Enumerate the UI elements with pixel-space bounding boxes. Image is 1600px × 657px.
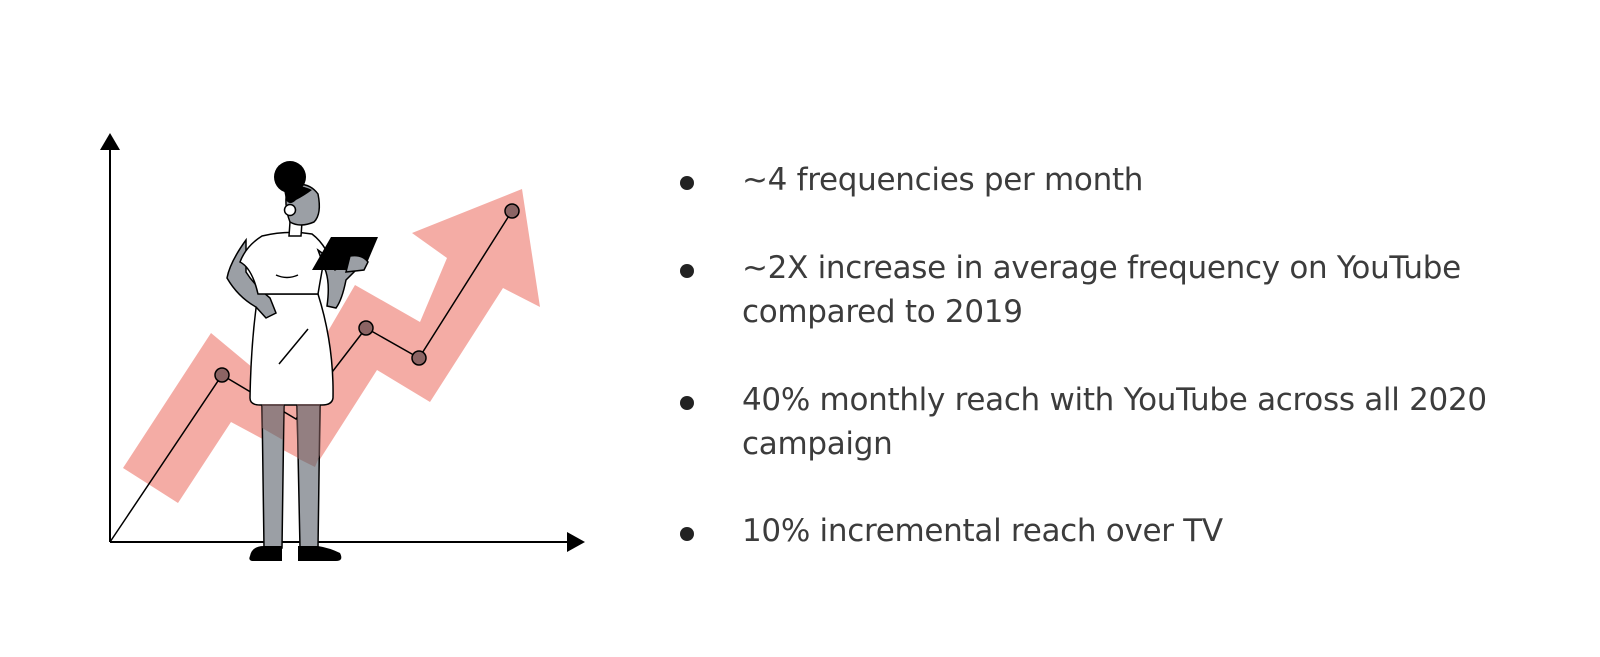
trend-point: [504, 203, 520, 219]
growth-illustration: [100, 133, 585, 561]
bullet-item: 10% incremental reach over TV: [742, 509, 1522, 553]
bullet-line: campaign: [742, 426, 893, 462]
bullet-item: 40% monthly reach with YouTube across al…: [742, 378, 1522, 466]
bullet-line: ~4 frequencies per month: [742, 162, 1144, 198]
trend-point: [214, 367, 230, 383]
bullet-item: ~4 frequencies per month: [742, 158, 1522, 202]
bullet-line: compared to 2019: [742, 294, 1023, 330]
chart-axes: [100, 133, 585, 552]
bullet-dot: [680, 176, 694, 190]
trend-point: [411, 350, 427, 366]
bullet-item: ~2X increase in average frequency on You…: [742, 246, 1522, 334]
bullet-line: ~2X increase in average frequency on You…: [742, 250, 1461, 286]
bullet-line: 40% monthly reach with YouTube across al…: [742, 382, 1487, 418]
woman-figure: [226, 161, 378, 561]
trend-point: [358, 320, 374, 336]
bullet-dot: [680, 527, 694, 541]
bullet-dot: [680, 396, 694, 410]
growth-arrow-shape: [123, 189, 540, 503]
bullet-dot: [680, 264, 694, 278]
bullet-line: 10% incremental reach over TV: [742, 513, 1223, 549]
